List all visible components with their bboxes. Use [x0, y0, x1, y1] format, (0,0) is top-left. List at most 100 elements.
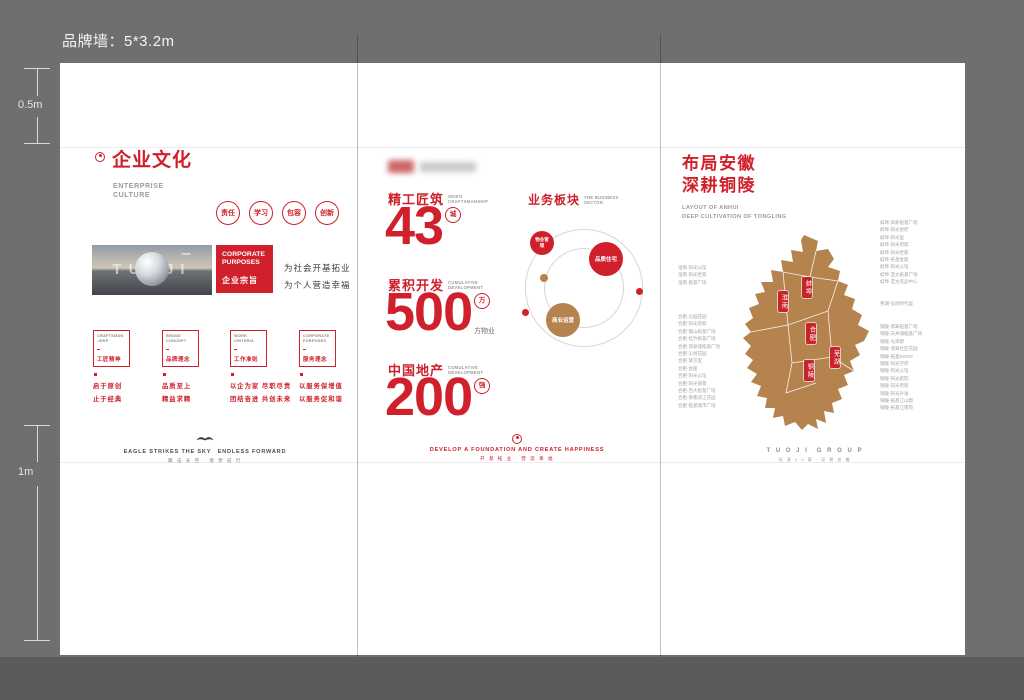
divider [234, 348, 237, 350]
concept-line: 以服务促和谐 [299, 395, 343, 403]
map-tag-huainan: 淮南 [778, 291, 788, 312]
project-item: 蚌埠·亚太拓基广场 [880, 271, 918, 277]
orbit-dot-red [522, 309, 529, 316]
stat-3-label: 中国地产 CUMULATIVE DEVELOPMENT [388, 360, 483, 379]
seam-line [60, 147, 965, 148]
stat-number: 500 [385, 282, 473, 342]
orbit-dot-brown [540, 274, 548, 282]
stat-2-label: 累积开发 CUMULATIVE DEVELOPMENT [388, 275, 483, 294]
concept-en: CORPORATE PURPOSES [303, 333, 330, 343]
stat-cn: 精工匠筑 [388, 192, 445, 207]
node-property-mgmt: 物业管理 [530, 231, 554, 255]
concept-cn: 工作准则 [234, 357, 259, 363]
divider [303, 348, 306, 350]
right-section-subtitle: LAYOUT OF ANHUI DEEP CULTIVATION OF TONG… [682, 205, 787, 220]
stat-en: CUMULATIVE DEVELOPMENT [448, 364, 484, 375]
project-item: 蚌埠·拓基金座 [880, 257, 909, 263]
blurred-logo-text [420, 162, 476, 172]
stat-en: CUMULATIVE DEVELOPMENT [448, 279, 484, 290]
stat-cn: 中国地产 [388, 363, 445, 378]
ruler-line [37, 426, 38, 462]
project-item: 蚌埠·阳光公馆 [880, 264, 909, 270]
tagline-cn: 鹰 击 长 空 · 逐 梦 前 行 [168, 458, 242, 463]
left-section-title: 企业文化 [112, 150, 193, 171]
ruler-cap [24, 640, 50, 641]
project-item: 蚌埠·亚太名品中心 [880, 279, 918, 285]
map-tag-tongling: 铜陵 [804, 360, 814, 381]
project-item: 合肥·春暖滨江花园 [678, 395, 716, 401]
map-tag-hefei: 合肥 [806, 323, 816, 344]
node-quality-housing: 品质住宅 [589, 242, 623, 276]
project-list-huainan: 淮南·阳光公馆 淮南·阳光世家 淮南·拓基广场 [678, 264, 707, 286]
tagline-en: T U O J I G R O U P [766, 448, 864, 454]
board-size-label: 品牌墙：5*3.2m [62, 33, 175, 50]
project-item: 淮南·阳光公馆 [678, 265, 707, 270]
orbit-outer [525, 229, 643, 347]
purpose-cn: 企业宗旨 [222, 276, 258, 285]
stat-unit-badge: 强 [474, 378, 491, 394]
project-item: 铜陵·天井湖拓基广场 [880, 331, 922, 337]
map-tag-wuhu: 芜湖 [830, 347, 840, 368]
project-item: 合肥·拓基城市广场 [678, 402, 716, 408]
dot-marker [163, 373, 166, 376]
concept-brand: BRAND CONCEPT 品牌理念 品质至上 精益求精 [162, 330, 232, 406]
right-tagline: T U O J I G R O U P 拓 基 2 0 载 · 深 耕 安 徽 [710, 445, 920, 463]
concept-en: CRAFTSMAN -SHIP [97, 333, 124, 343]
stat-en: SEIKO CRAFTSMANSHIP [448, 193, 489, 204]
orbit-inner [544, 248, 624, 328]
stat-1-value: 43 城 [385, 199, 462, 253]
project-item: 铜陵·翡翠社区花园 [880, 346, 918, 352]
project-item: 合肥·沁园花园 [678, 314, 707, 319]
project-item: 铜陵·光荣郡 [880, 338, 904, 344]
concept-line: 品质至上 [162, 382, 192, 390]
section-bullet-icon [95, 152, 105, 162]
concept-craftsmanship: CRAFTSMAN -SHIP 工匠精神 启于原创 止于经典 [93, 330, 163, 406]
project-item: 合肥·阳光公馆 [678, 373, 707, 379]
project-item: 淮南·阳光世家 [678, 272, 707, 278]
project-item: 合肥·沁悦花园 [678, 351, 707, 357]
concept-en: WORK CRITERIA [234, 333, 254, 343]
project-item: 铜陵·翡翠拓基广场 [880, 324, 918, 329]
project-item: 合肥·紫京里 [678, 358, 702, 364]
value-circle: 责任 [216, 201, 240, 225]
tagline-cn: 拓 基 2 0 载 · 深 耕 安 徽 [778, 457, 852, 462]
stat-2-suffix: 方物业 [474, 328, 495, 335]
concept-line: 精益求精 [162, 395, 192, 403]
project-item: 淮南·拓基广场 [678, 279, 707, 285]
concept-cn: 工匠精神 [97, 357, 122, 363]
pearl-sphere-graphic [135, 252, 169, 286]
dot-marker [94, 373, 97, 376]
concept-box: CRAFTSMAN -SHIP 工匠精神 [93, 330, 130, 367]
seal-icon [512, 434, 522, 444]
fold-line [357, 35, 358, 657]
ruler-cap [24, 68, 50, 69]
stat-2-value: 500 万 [385, 282, 491, 342]
dot-marker [231, 373, 234, 376]
concept-box: CORPORATE PURPOSES 服务理念 [299, 330, 336, 367]
project-list-bengbu: 蚌埠·高新拓基广场 蚌埠·阳光悦府 蚌埠·阳光里 蚌埠·阳光府邸 蚌埠·阳光世家 蚌埠·拓… [880, 219, 918, 286]
purpose-en: CORPORATE PURPOSES [222, 251, 265, 266]
project-item: 蚌埠·阳光里 [880, 234, 904, 240]
bird-icon [180, 252, 192, 255]
ruler-line [37, 486, 38, 640]
biz-en: THE BUSINESS SECTOR [584, 194, 619, 205]
project-item: 合肥·阳光府邸 [678, 321, 707, 327]
orbit-dot-red [636, 288, 643, 295]
stat-unit-badge: 万 [474, 293, 491, 309]
concept-line: 启于原创 [93, 382, 123, 390]
left-section-subtitle: ENTERPRISE CULTURE [113, 183, 164, 199]
eagle-icon [196, 437, 214, 441]
project-item: 蚌埠·阳光府邸 [880, 242, 909, 248]
anhui-province-map [743, 235, 869, 430]
project-list-tongling: 铜陵·翡翠拓基广场 铜陵·天井湖拓基广场 铜陵·光荣郡 铜陵·翡翠社区花园 铜陵·拓基S… [880, 323, 922, 412]
ruler-label: 1m [18, 466, 34, 478]
dot-marker [300, 373, 303, 376]
biz-cn: 业务板块 [528, 193, 581, 207]
project-item: 铜陵·阳光学府 [880, 361, 909, 367]
divider [97, 348, 100, 350]
concept-line: 止于经典 [93, 395, 123, 403]
value-circle: 学习 [249, 201, 273, 225]
seam-line [60, 462, 965, 463]
corporate-purpose-box: CORPORATE PURPOSES 企业宗旨 [216, 245, 273, 293]
